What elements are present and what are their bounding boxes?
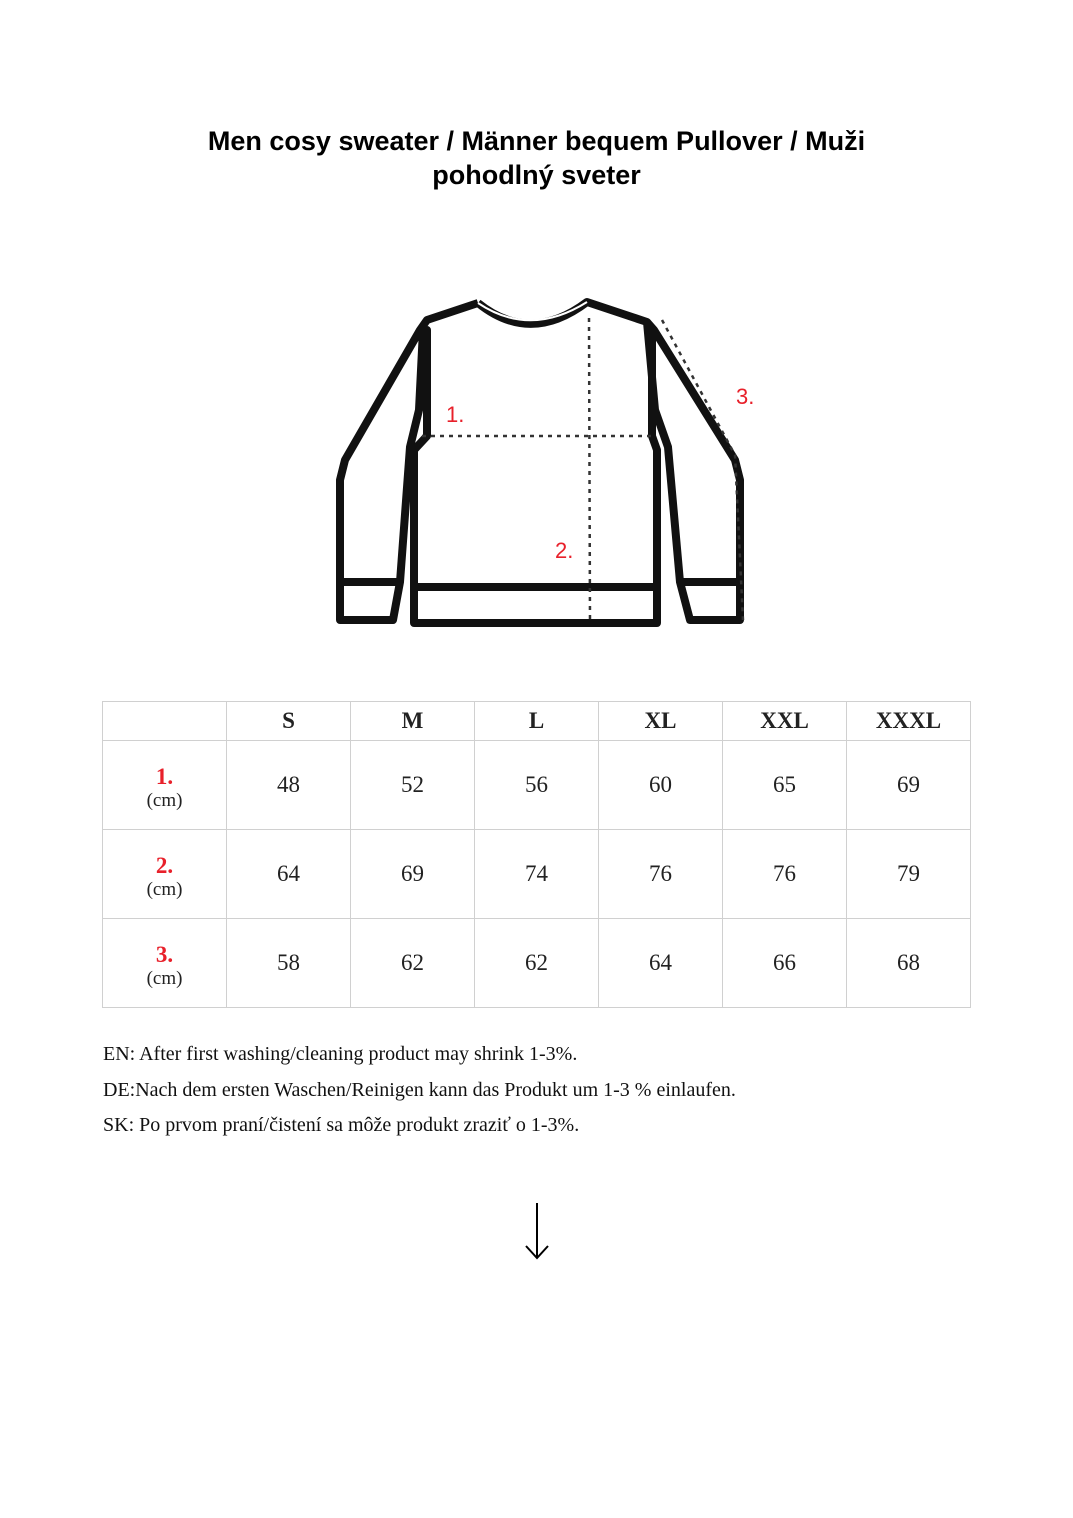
header-cell [102, 701, 227, 741]
measure-line-3 [660, 319, 745, 621]
row-label: 1. (cm) [102, 740, 227, 830]
table-cell: 62 [474, 918, 599, 1008]
row-label: 2. (cm) [102, 829, 227, 919]
header-cell: M [350, 701, 475, 741]
table-row: 1. (cm) 48 52 56 60 65 69 [102, 740, 971, 830]
note-sk: SK: Po prvom praní/čistení sa môže produ… [103, 1114, 580, 1136]
page-title: Men cosy sweater / Männer bequem Pullove… [207, 126, 866, 190]
sweater-diagram: 1. 2. 3. [336, 298, 754, 627]
note-de: DE:Nach dem ersten Waschen/Reinigen kann… [103, 1078, 736, 1101]
header-cell: S [226, 701, 351, 741]
header-cell: XXXL [846, 701, 971, 741]
label-2: 2. [555, 538, 573, 563]
care-notes: EN: After first washing/cleaning product… [103, 1043, 736, 1150]
note-en: EN: After first washing/cleaning product… [103, 1043, 578, 1065]
table-cell: 74 [474, 829, 599, 919]
measure-line-2 [587, 317, 592, 624]
table-cell: 79 [846, 829, 971, 919]
label-3: 3. [736, 384, 754, 409]
table-cell: 65 [722, 740, 847, 830]
table-cell: 69 [350, 829, 475, 919]
row-label: 3. (cm) [102, 918, 227, 1008]
table-cell: 56 [474, 740, 599, 830]
table-cell: 58 [226, 918, 351, 1008]
table-cell: 76 [598, 829, 723, 919]
table-row: 2. (cm) 64 69 74 76 76 79 [102, 829, 971, 919]
sweater-outline [336, 298, 744, 627]
header-cell: L [474, 701, 599, 741]
table-cell: 52 [350, 740, 475, 830]
table-cell: 64 [598, 918, 723, 1008]
arrow-down-icon [525, 1203, 549, 1260]
table-cell: 60 [598, 740, 723, 830]
size-table: S M L XL XXL XXXL 1. (cm) 48 52 56 60 65 … [102, 701, 971, 1008]
table-cell: 66 [722, 918, 847, 1008]
header-cell: XXL [722, 701, 847, 741]
table-cell: 64 [226, 829, 351, 919]
table-cell: 48 [226, 740, 351, 830]
table-row: 3. (cm) 58 62 62 64 66 68 [102, 918, 971, 1008]
label-1: 1. [446, 402, 464, 427]
table-cell: 68 [846, 918, 971, 1008]
table-cell: 76 [722, 829, 847, 919]
table-cell: 62 [350, 918, 475, 1008]
table-cell: 69 [846, 740, 971, 830]
header-cell: XL [598, 701, 723, 741]
table-header-row: S M L XL XXL XXXL [102, 701, 971, 741]
